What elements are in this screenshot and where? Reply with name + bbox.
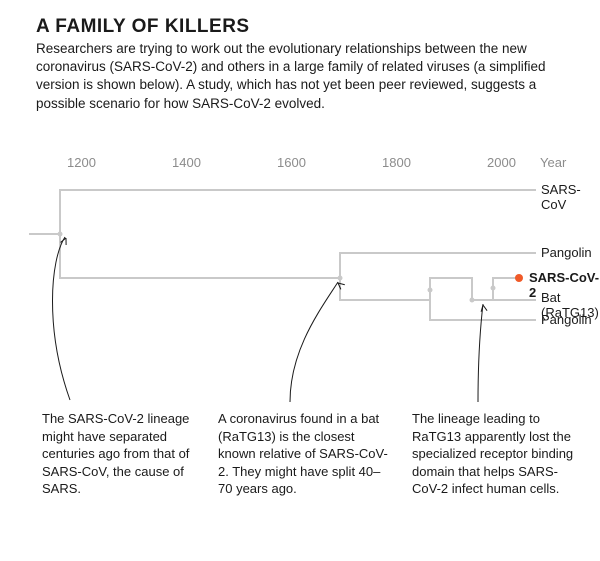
axis-tick-label: 1400: [172, 155, 201, 170]
axis-unit-label: Year: [540, 155, 566, 170]
annotation-ann1: The SARS-CoV-2 lineage might have separa…: [42, 410, 192, 498]
highlight-dot: [515, 274, 523, 282]
annotation-ann2: A coronavirus found in a bat (RaTG13) is…: [218, 410, 388, 498]
axis-tick-label: 1200: [67, 155, 96, 170]
leaf-label-sars-cov: SARS-CoV: [541, 182, 600, 212]
leaf-label-pangolin2: Pangolin: [541, 312, 592, 327]
axis-tick-label: 2000: [487, 155, 516, 170]
axis-tick-label: 1800: [382, 155, 411, 170]
axis-tick-label: 1600: [277, 155, 306, 170]
annotation-ann3: The lineage leading to RaTG13 apparently…: [412, 410, 584, 498]
leaf-label-pangolin1: Pangolin: [541, 245, 592, 260]
